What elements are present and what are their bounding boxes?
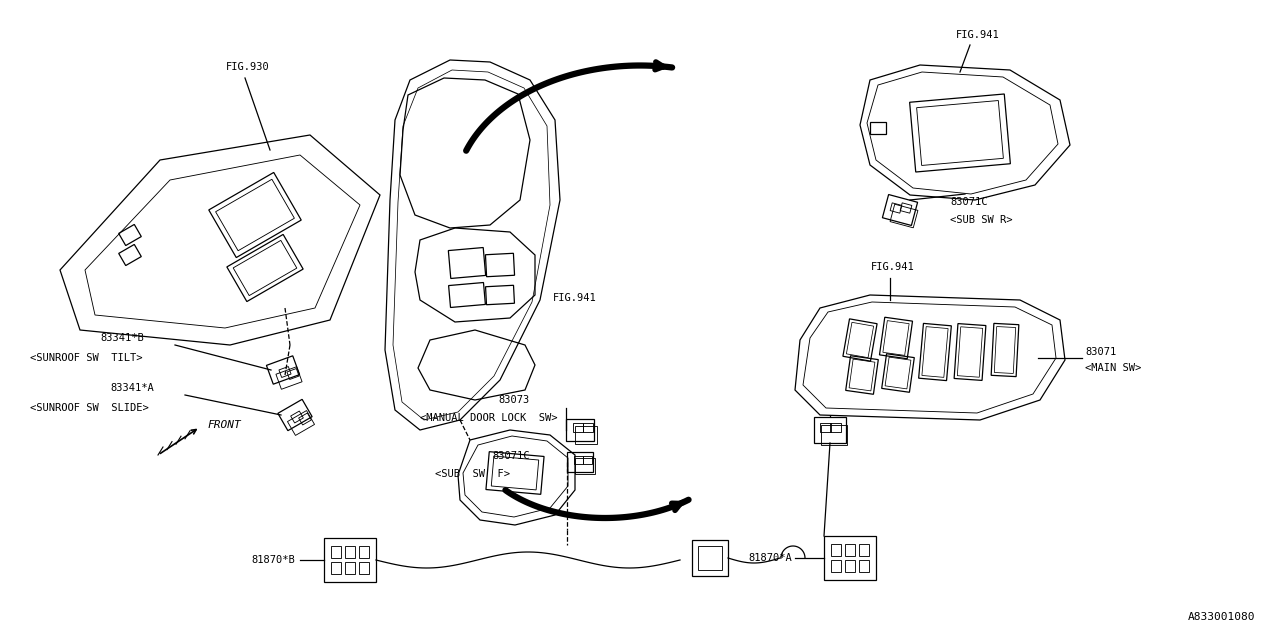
Text: 83341*A: 83341*A xyxy=(110,383,154,393)
Text: 83071C: 83071C xyxy=(950,197,987,207)
Text: <SUNROOF SW  TILT>: <SUNROOF SW TILT> xyxy=(29,353,142,363)
Text: FIG.941: FIG.941 xyxy=(956,30,1000,40)
Text: 81870*B: 81870*B xyxy=(251,555,294,565)
Text: <SUB  SW  F>: <SUB SW F> xyxy=(435,469,509,479)
Text: <SUNROOF SW  SLIDE>: <SUNROOF SW SLIDE> xyxy=(29,403,148,413)
Text: FIG.930: FIG.930 xyxy=(227,62,270,72)
Text: FRONT: FRONT xyxy=(207,420,242,430)
Text: 83071: 83071 xyxy=(1085,347,1116,357)
Text: FIG.941: FIG.941 xyxy=(553,293,596,303)
Text: FIG.941: FIG.941 xyxy=(872,262,915,272)
Text: 81870*A: 81870*A xyxy=(749,553,792,563)
Text: <SUB SW R>: <SUB SW R> xyxy=(950,215,1012,225)
Text: A833001080: A833001080 xyxy=(1188,612,1254,622)
Text: 83341*B: 83341*B xyxy=(100,333,143,343)
Text: 83073: 83073 xyxy=(499,395,530,405)
Text: <MANUAL DOOR LOCK  SW>: <MANUAL DOOR LOCK SW> xyxy=(420,413,558,423)
Text: 83071C: 83071C xyxy=(493,451,530,461)
Text: <MAIN SW>: <MAIN SW> xyxy=(1085,363,1142,373)
